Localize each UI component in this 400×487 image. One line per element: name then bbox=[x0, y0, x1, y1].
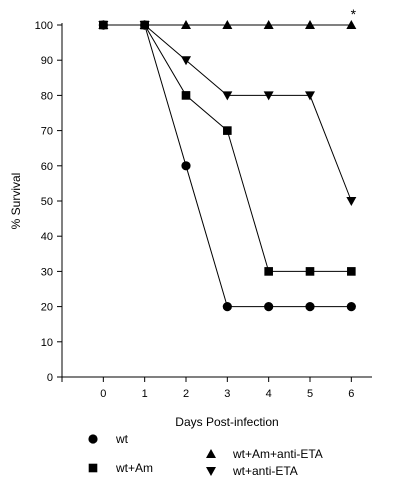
axes: 0 10 20 30 40 50 60 70 80 90 100 0 1 2 3 4 5 6 Days Post-i… bbox=[9, 20, 372, 429]
y-tick-label: 10 bbox=[41, 337, 53, 349]
series-wt bbox=[98, 20, 356, 312]
data-point bbox=[346, 197, 357, 206]
data-point bbox=[181, 56, 191, 66]
significance-asterisk: * bbox=[351, 6, 357, 22]
data-point bbox=[139, 21, 150, 30]
data-point bbox=[181, 161, 191, 171]
x-axis-title: Days Post-infection bbox=[175, 415, 278, 429]
legend-marker bbox=[88, 463, 98, 473]
data-point bbox=[181, 91, 191, 100]
y-tick-label: 50 bbox=[41, 196, 53, 208]
y-axis-title: % Survival bbox=[9, 173, 23, 230]
legend-marker bbox=[206, 467, 216, 476]
legend-label: wt+Am+anti-ETA bbox=[232, 447, 323, 461]
data-point bbox=[305, 91, 315, 101]
x-tick-label: 6 bbox=[348, 388, 354, 400]
legend-label: wt+anti-ETA bbox=[232, 464, 298, 478]
legend-label: wt+Am bbox=[115, 461, 153, 475]
series-line bbox=[103, 24, 352, 308]
data-point bbox=[222, 302, 232, 312]
series-line bbox=[103, 24, 352, 202]
x-tick-label: 1 bbox=[142, 388, 148, 400]
data-point bbox=[222, 91, 233, 101]
series-wt-anti-eta bbox=[98, 21, 357, 206]
legend-label: wt bbox=[115, 432, 129, 446]
data-point bbox=[347, 267, 356, 276]
data-point bbox=[264, 302, 274, 312]
y-tick-label: 40 bbox=[41, 231, 53, 243]
legend: wt wt+Am wt+Am+anti-ETA wt+anti-ETA bbox=[88, 432, 323, 478]
data-point bbox=[181, 20, 191, 29]
y-tick-label: 30 bbox=[41, 266, 53, 278]
data-point bbox=[263, 91, 274, 101]
x-tick-label: 3 bbox=[224, 388, 230, 400]
y-tick-label: 70 bbox=[41, 126, 53, 138]
legend-item: wt bbox=[88, 432, 129, 446]
data-point bbox=[264, 267, 273, 276]
data-point bbox=[305, 20, 315, 29]
data-point bbox=[263, 20, 274, 29]
annotation-layer: * bbox=[351, 6, 357, 22]
series-line bbox=[103, 24, 352, 272]
data-point bbox=[222, 20, 233, 29]
series-layer bbox=[98, 20, 357, 312]
data-point bbox=[223, 126, 232, 135]
y-tick-label: 60 bbox=[41, 161, 53, 173]
legend-item: wt+anti-ETA bbox=[206, 464, 298, 478]
y-tick-label: 90 bbox=[41, 55, 53, 67]
data-point bbox=[346, 20, 357, 29]
x-tick-label: 4 bbox=[266, 388, 272, 400]
data-point bbox=[346, 302, 356, 312]
legend-marker bbox=[88, 434, 98, 444]
series-wt-am bbox=[99, 20, 356, 276]
y-tick-label: 20 bbox=[41, 302, 53, 314]
y-tick-label: 80 bbox=[41, 90, 53, 102]
x-tick-label: 5 bbox=[307, 388, 313, 400]
legend-item: wt+Am+anti-ETA bbox=[206, 447, 323, 461]
legend-marker bbox=[206, 449, 216, 458]
data-point bbox=[98, 21, 109, 30]
data-point bbox=[305, 302, 315, 312]
y-tick-label: 100 bbox=[35, 20, 53, 32]
x-tick-label: 2 bbox=[183, 388, 189, 400]
y-tick-label: 0 bbox=[47, 372, 53, 384]
x-tick-label: 0 bbox=[100, 388, 106, 400]
data-point bbox=[305, 267, 315, 276]
legend-item: wt+Am bbox=[88, 461, 153, 475]
